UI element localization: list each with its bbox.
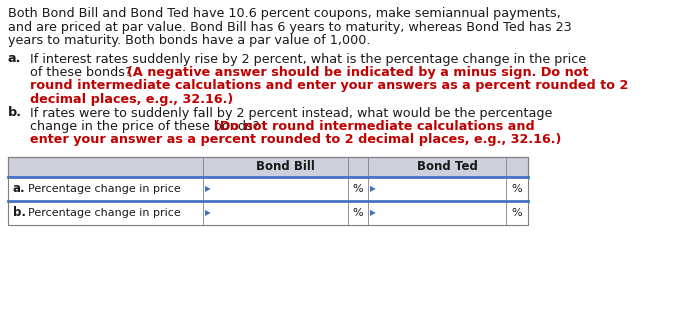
Text: change in the price of these bonds?: change in the price of these bonds? bbox=[30, 120, 264, 133]
Text: and are priced at par value. Bond Bill has 6 years to maturity, whereas Bond Ted: and are priced at par value. Bond Bill h… bbox=[8, 21, 572, 34]
Text: %: % bbox=[511, 184, 523, 194]
Text: b.: b. bbox=[8, 107, 22, 120]
Bar bbox=[8, 177, 528, 201]
Text: Percentage change in price: Percentage change in price bbox=[28, 208, 180, 218]
Text: %: % bbox=[353, 184, 364, 194]
Text: (Do not round intermediate calculations and: (Do not round intermediate calculations … bbox=[214, 120, 535, 133]
Text: a.: a. bbox=[13, 183, 26, 196]
Text: Both Bond Bill and Bond Ted have 10.6 percent coupons, make semiannual payments,: Both Bond Bill and Bond Ted have 10.6 pe… bbox=[8, 7, 561, 20]
Text: years to maturity. Both bonds have a par value of 1,000.: years to maturity. Both bonds have a par… bbox=[8, 34, 371, 47]
Text: Bond Ted: Bond Ted bbox=[416, 160, 477, 173]
Text: round intermediate calculations and enter your answers as a percent rounded to 2: round intermediate calculations and ente… bbox=[30, 80, 628, 93]
Bar bbox=[8, 201, 528, 225]
Text: ▶: ▶ bbox=[205, 209, 211, 217]
Text: ▶: ▶ bbox=[205, 184, 211, 193]
Text: %: % bbox=[511, 208, 523, 218]
Text: Percentage change in price: Percentage change in price bbox=[28, 184, 180, 194]
Text: (A negative answer should be indicated by a minus sign. Do not: (A negative answer should be indicated b… bbox=[127, 66, 589, 79]
Bar bbox=[8, 157, 528, 177]
Bar bbox=[8, 157, 528, 225]
Text: If rates were to suddenly fall by 2 percent instead, what would be the percentag: If rates were to suddenly fall by 2 perc… bbox=[30, 107, 552, 120]
Text: decimal places, e.g., 32.16.): decimal places, e.g., 32.16.) bbox=[30, 93, 233, 106]
Text: of these bonds?: of these bonds? bbox=[30, 66, 135, 79]
Text: b.: b. bbox=[13, 206, 26, 219]
Text: ▶: ▶ bbox=[370, 209, 376, 217]
Text: ▶: ▶ bbox=[370, 184, 376, 193]
Text: Bond Bill: Bond Bill bbox=[256, 160, 315, 173]
Text: enter your answer as a percent rounded to 2 decimal places, e.g., 32.16.): enter your answer as a percent rounded t… bbox=[30, 133, 561, 146]
Text: If interest rates suddenly rise by 2 percent, what is the percentage change in t: If interest rates suddenly rise by 2 per… bbox=[30, 53, 586, 66]
Text: %: % bbox=[353, 208, 364, 218]
Text: a.: a. bbox=[8, 53, 22, 66]
